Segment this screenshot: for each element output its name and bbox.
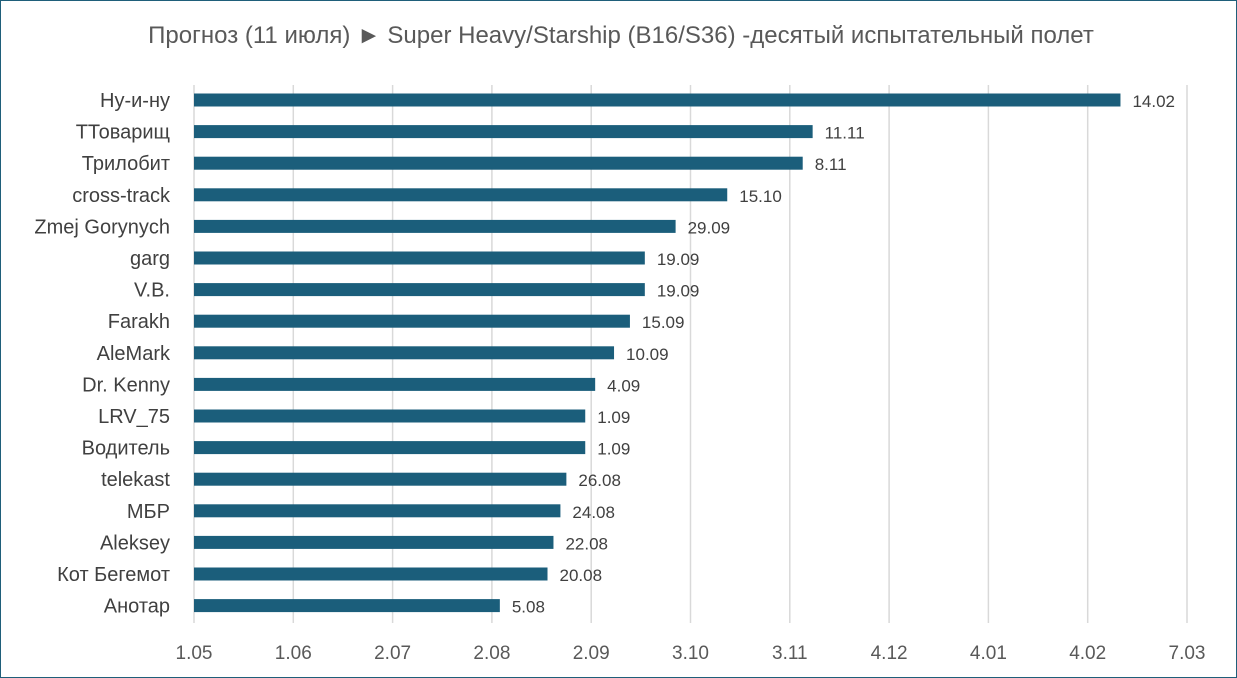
- data-label: 26.08: [578, 471, 621, 490]
- category-label: Кот Бегемот: [57, 564, 170, 586]
- bar: [194, 346, 615, 360]
- data-label: 19.09: [657, 282, 700, 301]
- x-tick-label: 3.10: [672, 643, 709, 664]
- data-label: 24.08: [572, 503, 615, 522]
- data-label: 19.09: [657, 250, 700, 269]
- x-tick-label: 3.11: [772, 643, 808, 664]
- category-label: Dr. Kenny: [82, 374, 170, 396]
- bar: [194, 472, 567, 486]
- category-label: Ну-и-ну: [100, 90, 170, 112]
- bar: [194, 504, 561, 518]
- bar: [194, 567, 548, 581]
- bar: [194, 156, 803, 170]
- x-tick-label: 4.01: [970, 643, 1007, 664]
- category-label: LRV_75: [98, 406, 170, 428]
- data-label: 10.09: [626, 345, 669, 364]
- data-label: 15.09: [642, 313, 685, 332]
- bar: [194, 377, 596, 391]
- category-label: Водитель: [82, 438, 170, 460]
- data-label: 20.08: [560, 566, 603, 585]
- x-tick-label: 4.12: [871, 643, 908, 664]
- bar: [194, 599, 500, 613]
- category-label: Aleksey: [100, 532, 170, 554]
- category-label: Трилобит: [82, 153, 170, 175]
- data-label: 14.02: [1132, 92, 1175, 111]
- x-tick-label: 7.03: [1169, 643, 1206, 664]
- category-label: Zmej Gorynych: [34, 216, 170, 238]
- bar: [194, 251, 645, 265]
- category-label: Анотар: [104, 596, 170, 618]
- bar: [194, 283, 645, 297]
- bar: [194, 188, 728, 202]
- bar: [194, 125, 813, 139]
- category-label: V.B.: [134, 280, 170, 302]
- bar: [194, 535, 554, 549]
- data-label: 22.08: [565, 534, 608, 553]
- data-label: 4.09: [607, 376, 640, 395]
- x-tick-label: 1.06: [275, 643, 312, 664]
- category-label: МБР: [127, 501, 170, 523]
- chart-title: Прогноз (11 июля) ► Super Heavy/Starship…: [148, 22, 1094, 49]
- data-label: 11.11: [825, 124, 865, 143]
- x-tick-label: 2.08: [473, 643, 510, 664]
- category-label: cross-track: [72, 185, 171, 207]
- x-tick-label: 1.05: [176, 643, 213, 664]
- data-label: 5.08: [512, 598, 545, 617]
- bar: [194, 314, 630, 328]
- data-label: 29.09: [688, 218, 731, 237]
- category-label: telekast: [101, 469, 170, 491]
- x-tick-label: 4.02: [1069, 643, 1106, 664]
- x-tick-label: 2.07: [374, 643, 411, 664]
- x-tick-label: 2.09: [573, 643, 610, 664]
- category-label: ТТоварищ: [76, 122, 170, 144]
- category-label: AleMark: [97, 343, 171, 365]
- bar: [194, 441, 586, 455]
- category-label: Farakh: [108, 311, 170, 333]
- bar: [194, 409, 586, 423]
- category-label: garg: [130, 248, 170, 270]
- bar: [194, 93, 1121, 107]
- data-label: 1.09: [597, 408, 630, 427]
- data-label: 1.09: [597, 440, 630, 459]
- data-label: 8.11: [815, 155, 847, 174]
- bar: [194, 219, 676, 233]
- data-label: 15.10: [739, 187, 782, 206]
